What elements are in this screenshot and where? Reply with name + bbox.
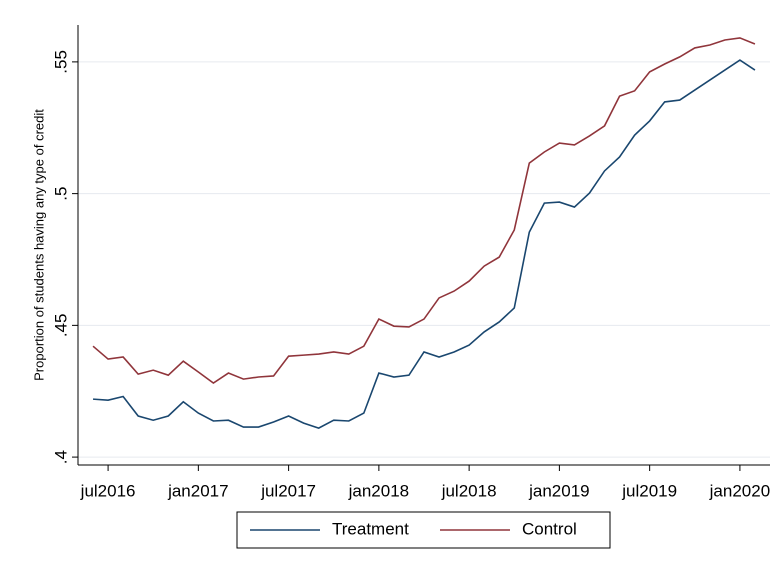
x-tick-label: jan2018 [348,481,410,500]
x-tick-label: jan2019 [528,481,590,500]
x-tick-label: jul2018 [441,481,497,500]
legend-label: Treatment [332,519,409,538]
line-series [92,59,756,429]
x-tick-label: jan2020 [709,481,771,500]
y-axis-label: Proportion of students having any type o… [31,109,46,381]
x-tick-label: jan2017 [167,481,229,500]
line-series [92,37,756,385]
y-tick-label: .55 [51,50,70,74]
y-tick-label: .45 [51,314,70,338]
y-tick-label: .4 [51,450,70,464]
x-tick-label: jul2017 [260,481,316,500]
x-tick-label: jul2019 [621,481,677,500]
legend-label: Control [522,519,577,538]
x-tick-label: jul2016 [80,481,136,500]
y-tick-label: .5 [51,187,70,201]
